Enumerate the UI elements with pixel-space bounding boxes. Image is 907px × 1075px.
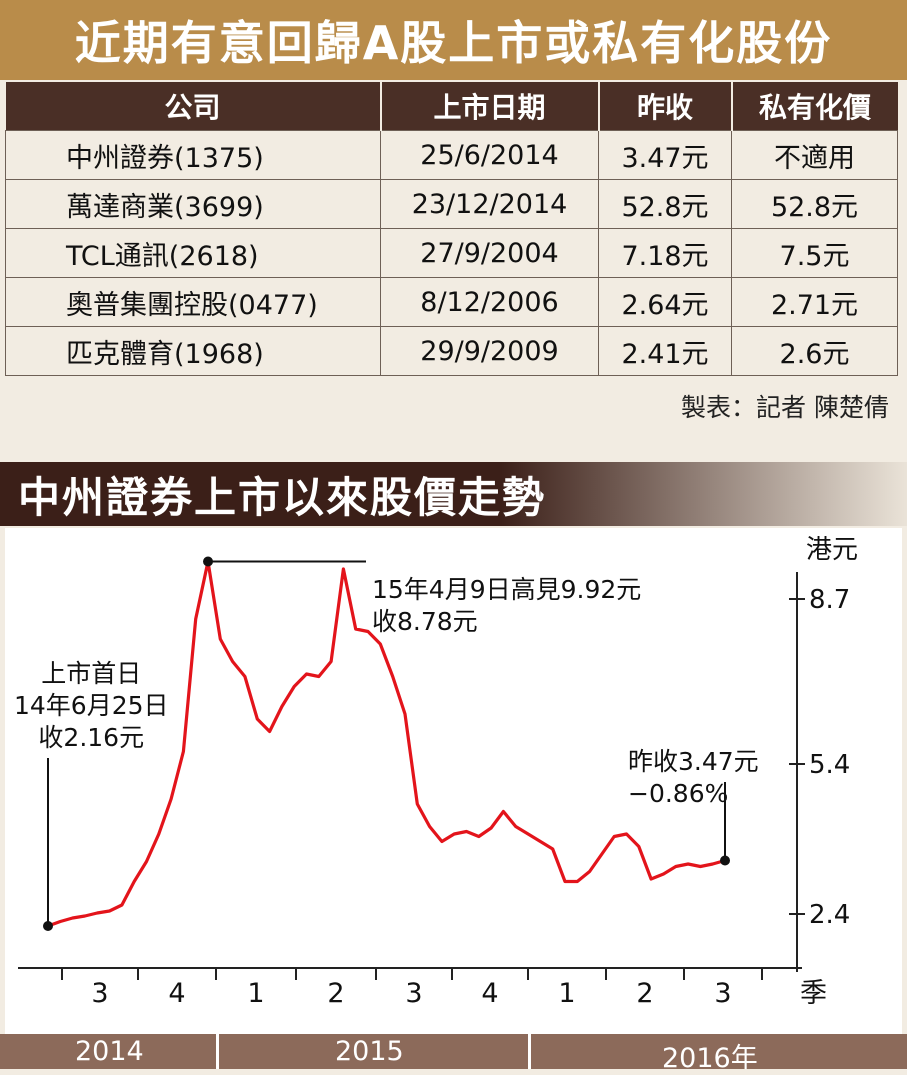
- table-credit: 製表：記者 陳楚倩: [681, 393, 889, 422]
- listing-date-cell: 27/9/2004: [380, 228, 599, 278]
- table-row: TCL通訊(2618) 27/9/2004 7.18元 7.5元: [5, 228, 898, 278]
- year-axis-bar: [0, 1034, 907, 1069]
- privatization-price-cell: 52.8元: [731, 179, 898, 229]
- y-tick-label: 2.4: [809, 900, 850, 930]
- quarter-label: 4: [481, 978, 498, 1009]
- annotation-line: 15年4月9日高見9.92元: [372, 575, 642, 604]
- quarter-label: 2: [636, 978, 653, 1009]
- company-cell: 萬達商業(3699): [5, 179, 381, 229]
- close-price-cell: 7.18元: [598, 228, 732, 278]
- peak-marker: [203, 556, 214, 567]
- table-row: 萬達商業(3699) 23/12/2014 52.8元 52.8元: [5, 179, 898, 229]
- privatization-price-cell: 7.5元: [731, 228, 898, 278]
- last-close-annotation: 昨收3.47元 −0.86%: [628, 746, 759, 810]
- column-header: 公司: [5, 82, 382, 131]
- stocks-table: 公司 上市日期 昨收 私有化價 中州證券(1375) 25/6/2014 3.4…: [5, 82, 898, 376]
- annotation-line: 上市首日: [41, 659, 142, 688]
- table-row: 匹克體育(1968) 29/9/2009 2.41元 2.6元: [5, 326, 898, 376]
- listing-day-marker: [43, 921, 53, 931]
- annotation-line: 收8.78元: [372, 607, 478, 636]
- quarter-label: 3: [405, 978, 422, 1009]
- company-cell: 中州證券(1375): [5, 130, 381, 180]
- quarter-label: 1: [558, 978, 575, 1009]
- quarter-label: 3: [714, 978, 731, 1009]
- annotation-line: 14年6月25日: [14, 691, 169, 720]
- column-header: 私有化價: [731, 82, 898, 131]
- peak-annotation: 15年4月9日高見9.92元 收8.78元: [372, 574, 641, 638]
- chart-title: 中州證券上市以來股價走勢: [0, 462, 907, 526]
- company-cell: TCL通訊(2618): [5, 228, 381, 278]
- annotation-line: −0.86%: [628, 779, 729, 808]
- price-line: [47, 559, 726, 928]
- year-separator: [216, 1034, 219, 1069]
- chart-panel: [5, 528, 902, 1038]
- close-price-cell: 2.64元: [598, 277, 732, 327]
- quarter-label: 1: [247, 978, 264, 1009]
- table-row: 中州證券(1375) 25/6/2014 3.47元 不適用: [5, 130, 898, 180]
- year-label-2016: 2016年: [662, 1043, 758, 1074]
- page-title: 近期有意回歸A股上市或私有化股份: [0, 0, 907, 80]
- close-price-cell: 3.47元: [598, 130, 732, 180]
- table-row: 奧普集團控股(0477) 8/12/2006 2.64元 2.71元: [5, 277, 898, 327]
- year-separator: [528, 1034, 531, 1069]
- y-tick-label: 5.4: [809, 750, 850, 780]
- listing-day-annotation: 上市首日 14年6月25日 收2.16元: [14, 658, 169, 754]
- last-close-marker: [720, 855, 730, 866]
- privatization-price-cell: 2.6元: [731, 326, 898, 376]
- annotation-line: 昨收3.47元: [628, 747, 759, 776]
- table-header-row: 公司 上市日期 昨收 私有化價: [5, 82, 898, 131]
- close-price-cell: 52.8元: [598, 179, 732, 229]
- annotation-line: 收2.16元: [38, 723, 145, 752]
- quarter-label: 3: [91, 978, 108, 1009]
- y-tick-label: 8.7: [809, 585, 850, 615]
- y-axis-unit-label: 港元: [806, 535, 858, 565]
- listing-date-cell: 29/9/2009: [380, 326, 599, 376]
- x-axis-unit-label: 季: [800, 978, 827, 1009]
- column-header: 上市日期: [380, 82, 600, 131]
- company-cell: 奧普集團控股(0477): [5, 277, 381, 327]
- privatization-price-cell: 不適用: [731, 130, 898, 180]
- listing-date-cell: 25/6/2014: [380, 130, 599, 180]
- listing-date-cell: 23/12/2014: [380, 179, 599, 229]
- quarter-label: 4: [168, 978, 185, 1009]
- quarter-label: 2: [327, 978, 344, 1009]
- year-label-2014: 2014: [75, 1036, 144, 1067]
- column-header: 昨收: [598, 82, 733, 131]
- company-cell: 匹克體育(1968): [5, 326, 381, 376]
- year-label-2015: 2015: [335, 1036, 404, 1067]
- close-price-cell: 2.41元: [598, 326, 732, 376]
- privatization-price-cell: 2.71元: [731, 277, 898, 327]
